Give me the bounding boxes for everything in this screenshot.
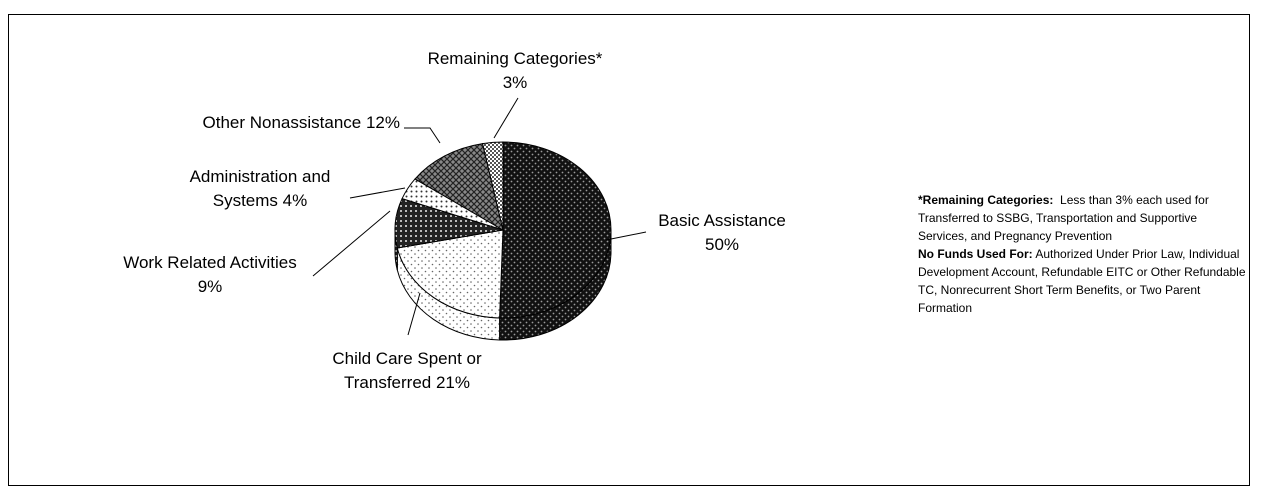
slice-label-1-line-0: Child Care Spent or bbox=[332, 349, 482, 368]
pie-slice-1 bbox=[396, 229, 504, 319]
leader-line-2 bbox=[312, 210, 391, 277]
no-funds-text: Authorized Under Prior Law, Individual D… bbox=[918, 247, 1246, 315]
slice-label-3-line-1: Systems 4% bbox=[213, 191, 307, 210]
slice-labels: Basic Assistance 50% Child Care Spent or Tr… bbox=[123, 49, 786, 392]
no-funds-block: No Funds Used For: Authorized Under Prio… bbox=[918, 245, 1248, 317]
pie-slice-5 bbox=[481, 141, 504, 231]
slice-label-5: Remaining Categories* 3% bbox=[428, 49, 603, 92]
no-funds-heading: No Funds Used For: bbox=[918, 247, 1033, 261]
leader-line-1 bbox=[407, 292, 421, 336]
pie-slice-4 bbox=[414, 143, 504, 232]
slice-label-1: Child Care Spent or Transferred 21% bbox=[332, 349, 482, 392]
slice-label-3-line-0: Administration and bbox=[190, 167, 331, 186]
slice-label-5-line-1: 3% bbox=[503, 73, 528, 92]
slice-label-3: Administration and Systems 4% bbox=[190, 167, 331, 210]
slice-label-0: Basic Assistance 50% bbox=[658, 211, 786, 254]
pie-top-slices bbox=[394, 141, 612, 319]
slice-label-2-line-0: Work Related Activities bbox=[123, 253, 297, 272]
slice-label-0-line-1: 50% bbox=[705, 235, 739, 254]
leader-lines bbox=[312, 97, 647, 336]
leader-line-3 bbox=[349, 187, 406, 199]
pie-slice-0 bbox=[499, 141, 612, 319]
remaining-heading: *Remaining Categories: bbox=[918, 193, 1054, 207]
slice-label-2-line-1: 9% bbox=[198, 277, 223, 296]
leader-line-5 bbox=[493, 97, 519, 139]
remaining-categories-note: *Remaining Categories: Less than 3% each… bbox=[918, 191, 1248, 317]
slice-label-4: Other Nonassistance 12% bbox=[203, 113, 401, 132]
slice-label-1-line-1: Transferred 21% bbox=[344, 373, 470, 392]
remaining-categories-block: *Remaining Categories: Less than 3% each… bbox=[918, 191, 1248, 245]
slice-label-5-line-0: Remaining Categories* bbox=[428, 49, 603, 68]
leader-line-0 bbox=[605, 231, 647, 241]
slice-label-2: Work Related Activities 9% bbox=[123, 253, 297, 296]
slice-label-4-line-0: Other Nonassistance 12% bbox=[203, 113, 401, 132]
leader-line-4 bbox=[404, 127, 441, 144]
remaining-text: Less than 3% each used for Transferred t… bbox=[918, 193, 1209, 243]
pie-chart: Basic Assistance 50% Child Care Spent or Tr… bbox=[123, 49, 786, 392]
slice-label-0-line-0: Basic Assistance bbox=[658, 211, 786, 230]
